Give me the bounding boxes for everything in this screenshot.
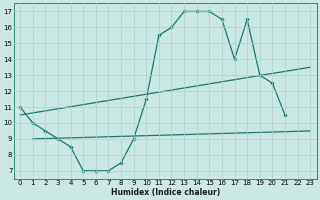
X-axis label: Humidex (Indice chaleur): Humidex (Indice chaleur) [111,188,220,197]
